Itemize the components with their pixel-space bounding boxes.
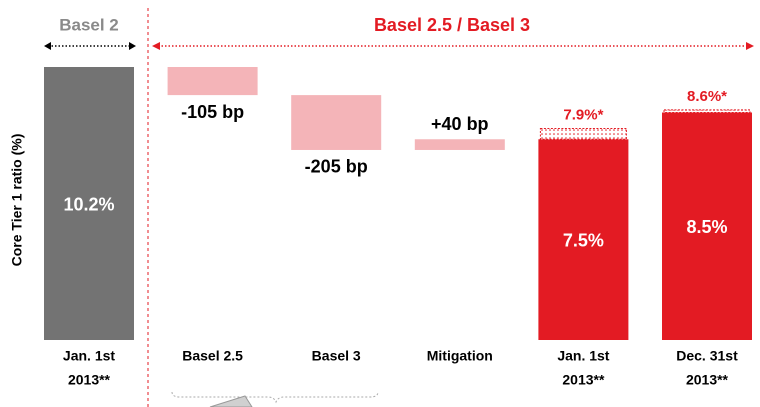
target-label: 8.6%*	[687, 88, 727, 105]
value-label: -205 bp	[305, 157, 368, 177]
target-box	[663, 109, 751, 114]
x-tick-label: Basel 3	[312, 348, 361, 364]
x-tick-label: Basel 2.5	[182, 348, 243, 364]
x-tick-label: Dec. 31st	[676, 348, 738, 364]
value-label: 10.2%	[63, 194, 114, 214]
value-label: -105 bp	[181, 102, 244, 122]
x-tick-label: 2013**	[686, 372, 729, 388]
x-tick-label: Mitigation	[427, 348, 493, 364]
x-tick-label: Jan. 1st	[63, 348, 115, 364]
bar	[44, 67, 134, 340]
x-tick-label: Jan. 1st	[557, 348, 609, 364]
value-label: 7.5%	[563, 230, 604, 250]
callout-shape	[209, 395, 253, 407]
bar	[167, 67, 258, 96]
bar	[414, 139, 505, 150]
target-label: 7.9%*	[563, 107, 603, 124]
bracket	[171, 391, 379, 404]
bar	[291, 95, 382, 150]
x-tick-label: 2013**	[68, 372, 111, 388]
bar	[662, 112, 752, 340]
target-box	[539, 128, 627, 140]
x-tick-label: 2013**	[562, 372, 605, 388]
y-axis-label: Core Tier 1 ratio (%)	[9, 134, 25, 267]
value-label: +40 bp	[431, 114, 489, 134]
bar	[538, 139, 629, 340]
value-label: 8.5%	[686, 217, 727, 237]
header-right: Basel 2.5 / Basel 3	[374, 15, 530, 35]
header-left: Basel 2	[59, 15, 119, 34]
